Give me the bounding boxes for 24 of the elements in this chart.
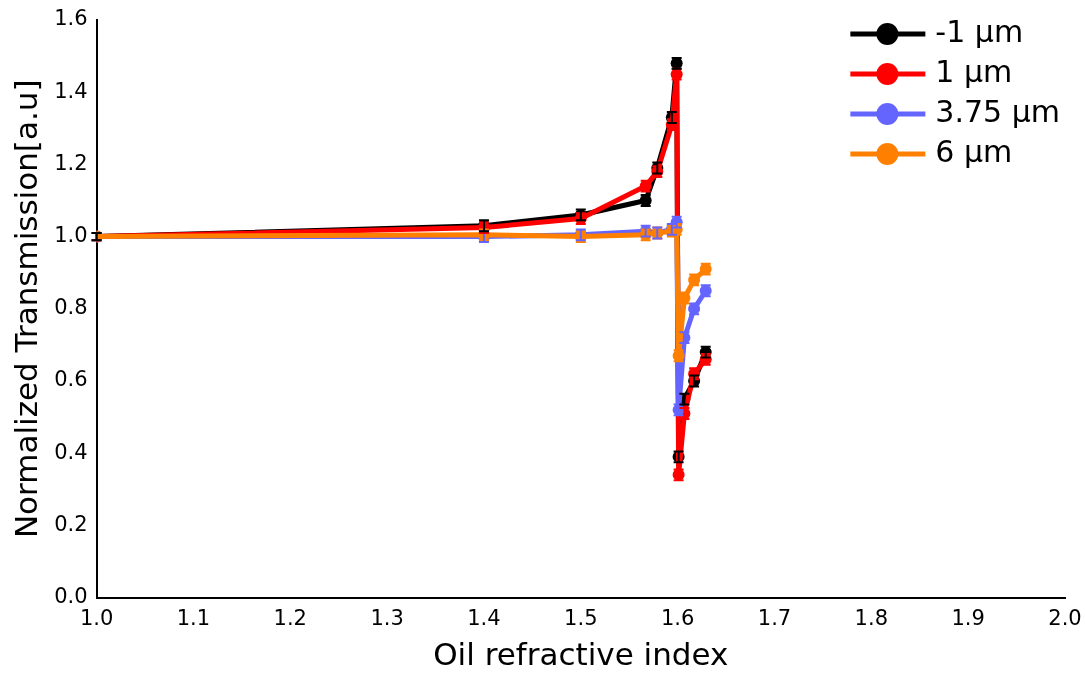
- y-tick-label: 0.6: [54, 367, 88, 392]
- y-tick-label: 1.4: [54, 78, 88, 103]
- y-tick-label: 1.0: [54, 223, 88, 248]
- y-tick-label: 1.2: [54, 150, 88, 175]
- x-tick-label: 1.1: [176, 605, 211, 630]
- y-tick-label: 0.2: [54, 511, 88, 536]
- x-tick-label: 1.4: [467, 605, 501, 630]
- legend-label: 6 μm: [935, 133, 1013, 169]
- x-tick-label: 1.7: [757, 605, 792, 630]
- legend-label: 3.75 μm: [935, 93, 1061, 129]
- legend-label: -1 μm: [935, 13, 1024, 49]
- x-tick-label: 1.3: [370, 605, 404, 630]
- x-tick-label: 1.8: [854, 605, 889, 630]
- x-axis-title: Oil refractive index: [433, 636, 729, 673]
- y-tick-label: 0.4: [54, 439, 88, 464]
- y-tick-label: 1.6: [54, 6, 88, 31]
- y-tick-label: 0.8: [54, 295, 88, 320]
- y-axis-title: Normalized Transmission[a.u]: [7, 79, 44, 539]
- x-tick-label: 1.6: [660, 605, 695, 630]
- x-tick-label: 2.0: [1048, 605, 1082, 630]
- legend-label: 1 μm: [935, 53, 1013, 89]
- x-tick-label: 1.2: [273, 605, 307, 630]
- x-tick-label: 1.5: [564, 605, 598, 630]
- x-tick-label: 1.9: [951, 605, 985, 630]
